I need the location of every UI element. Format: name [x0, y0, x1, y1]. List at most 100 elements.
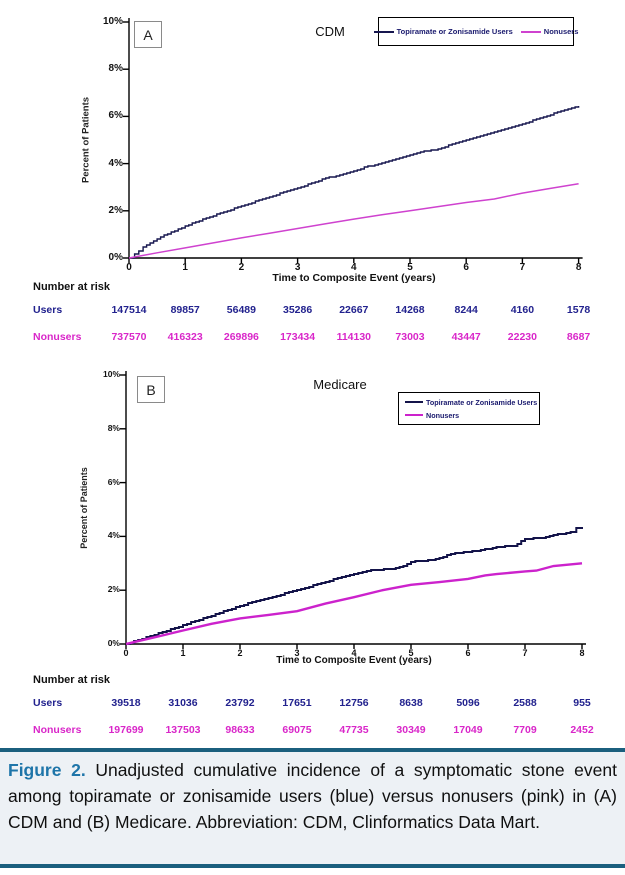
panel-b-risk-nonusers-y0: 197699: [108, 724, 144, 736]
panel-a-risk-nonusers-y0: 737570: [111, 331, 147, 343]
nonusers-line-swatch-icon: [405, 413, 423, 417]
panel-a-ytick-6%: 6%: [108, 110, 123, 122]
panel-b-ytick-4%: 4%: [107, 530, 120, 541]
users-line-swatch-icon: [373, 30, 394, 33]
panel-b-risk-nonusers-y6: 17049: [453, 724, 483, 736]
caption-body-text: Unadjusted cumulative incidence of a sym…: [8, 760, 617, 832]
panel-a-risk-nonusers-y6: 43447: [451, 331, 481, 343]
panel-b-risk-users-y1: 31036: [168, 697, 198, 709]
panel-a-xtick-3: 3: [294, 262, 301, 273]
panel-a-ytick-0%: 0%: [108, 252, 123, 263]
caption-bottom-rule: [0, 864, 625, 868]
panel-b-risk-users-y2: 23792: [225, 697, 255, 709]
caption-background: [0, 752, 625, 864]
panel-a-ytick-8%: 8%: [108, 63, 123, 75]
panel-a-risk-nonusers-y1: 416323: [167, 331, 203, 343]
legend-nonusers-label: Nonusers: [426, 410, 460, 420]
panel-b-number-at-risk-header: Number at risk: [33, 674, 111, 686]
panel-a-xtick-0: 0: [126, 262, 132, 273]
panel-b-label-box: B: [137, 376, 165, 403]
panel-b-risk-users-y6: 5096: [456, 697, 480, 709]
panel-b-ytick-2%: 2%: [107, 584, 120, 595]
panel-b-risk-nonusers-y4: 47735: [339, 724, 369, 736]
panel-a-letter: A: [143, 26, 153, 43]
panel-b-y-axis-label: Percent of Patients: [79, 467, 89, 549]
panel-b-users-row-label: Users: [33, 697, 63, 709]
panel-b-x-axis-label: Time to Composite Event (years): [276, 655, 432, 666]
nonusers-line-swatch-icon: [520, 30, 541, 33]
caption-figure-label: Figure 2.: [8, 760, 86, 780]
panel-a-xtick-5: 5: [407, 262, 413, 273]
panel-b-xtick-5: 5: [408, 648, 414, 658]
panel-b-risk-nonusers-y3: 69075: [282, 724, 312, 736]
panel-a-nonusers-row-label: Nonusers: [33, 331, 82, 343]
panel-b-risk-nonusers-y7: 7709: [513, 724, 537, 736]
panel-a-risk-users-y4: 22667: [339, 304, 369, 316]
panel-a-risk-users-y3: 35286: [282, 304, 313, 316]
panel-b-letter: B: [146, 381, 156, 398]
panel-a-risk-nonusers-y7: 22230: [507, 331, 537, 343]
panel-a-x-axis-label: Time to Composite Event (years): [272, 272, 436, 284]
panel-a-xtick-2: 2: [238, 262, 245, 273]
legend-entry-users: Topiramate or Zonisamide Users: [373, 27, 513, 36]
panel-b-xtick-1: 1: [180, 648, 186, 658]
panel-b-legend: Topiramate or Zonisamide Users Nonusers: [398, 392, 540, 425]
panel-a-label-box: A: [134, 21, 162, 48]
panel-a-risk-users-y7: 4160: [510, 304, 535, 316]
panel-a-risk-users-y1: 89857: [170, 304, 200, 316]
panel-a-curve-users: [129, 106, 580, 259]
panel-a-xtick-6: 6: [463, 262, 469, 273]
figure-caption: Figure 2. Unadjusted cumulative incidenc…: [8, 757, 617, 835]
panel-a-risk-users-y6: 8244: [454, 304, 478, 316]
legend-users-label: Topiramate or Zonisamide Users: [426, 397, 538, 407]
panel-b-curve-users: [126, 527, 583, 645]
panel-b-risk-users-y8: 955: [573, 697, 591, 709]
panel-a-legend: Topiramate or Zonisamide Users Nonusers: [373, 17, 578, 46]
legend-users-label: Topiramate or Zonisamide Users: [396, 27, 513, 36]
panel-a-risk-users-y2: 56489: [226, 304, 256, 316]
panel-b-xtick-2: 2: [237, 648, 243, 658]
panel-b-risk-users-y4: 12756: [339, 697, 369, 709]
legend-nonusers-label: Nonusers: [543, 27, 579, 36]
panel-b-risk-users-y0: 39518: [111, 697, 141, 709]
panel-b-xtick-7: 7: [522, 648, 528, 658]
panel-b-xtick-8: 8: [579, 648, 585, 658]
panel-b-ytick-6%: 6%: [107, 476, 120, 487]
panel-b-curve-nonusers: [125, 562, 583, 646]
panel-a-risk-users-y0: 147514: [111, 304, 147, 316]
panel-a-risk-nonusers-y8: 8687: [566, 331, 591, 343]
legend-entry-nonusers: Nonusers: [405, 411, 539, 420]
panel-a-risk-nonusers-y5: 73003: [395, 331, 425, 343]
panel-a-xtick-4: 4: [351, 262, 357, 273]
panel-a-title: CDM: [315, 24, 345, 39]
panel-b-risk-users-y3: 17651: [282, 697, 312, 709]
panel-b-risk-users-y7: 2588: [513, 697, 537, 709]
panel-a-xtick-8: 8: [575, 262, 582, 273]
panel-b-xtick-3: 3: [294, 648, 300, 658]
legend-entry-users: Topiramate or Zonisamide Users: [405, 398, 539, 407]
panel-b-risk-nonusers-y8: 2452: [570, 724, 594, 736]
panel-a-ytick-4%: 4%: [108, 157, 123, 169]
panel-a-curve-nonusers: [128, 182, 579, 259]
panel-a-users-row-label: Users: [33, 304, 63, 316]
panel-a-risk-nonusers-y4: 114130: [336, 331, 372, 343]
panel-b-xtick-4: 4: [351, 648, 357, 658]
panel-a-xtick-1: 1: [182, 262, 188, 273]
panel-b-xtick-0: 0: [123, 648, 129, 658]
panel-a-ytick-10%: 10%: [102, 16, 123, 27]
panel-a-xtick-7: 7: [519, 262, 526, 273]
users-line-swatch-icon: [405, 400, 423, 404]
panel-a-risk-users-y8: 1578: [566, 304, 591, 316]
panel-b-ytick-8%: 8%: [107, 422, 120, 433]
panel-b-risk-nonusers-y5: 30349: [396, 724, 426, 736]
panel-a-ytick-2%: 2%: [108, 204, 123, 216]
panel-a-number-at-risk-header: Number at risk: [33, 281, 111, 293]
legend-entry-nonusers: Nonusers: [520, 27, 579, 36]
panel-a-risk-users-y5: 14268: [395, 304, 425, 316]
panel-b-ytick-10%: 10%: [102, 369, 120, 379]
caption-top-rule: [0, 748, 625, 752]
panel-a-risk-nonusers-y2: 269896: [223, 331, 259, 343]
panel-b-risk-nonusers-y1: 137503: [165, 724, 201, 736]
